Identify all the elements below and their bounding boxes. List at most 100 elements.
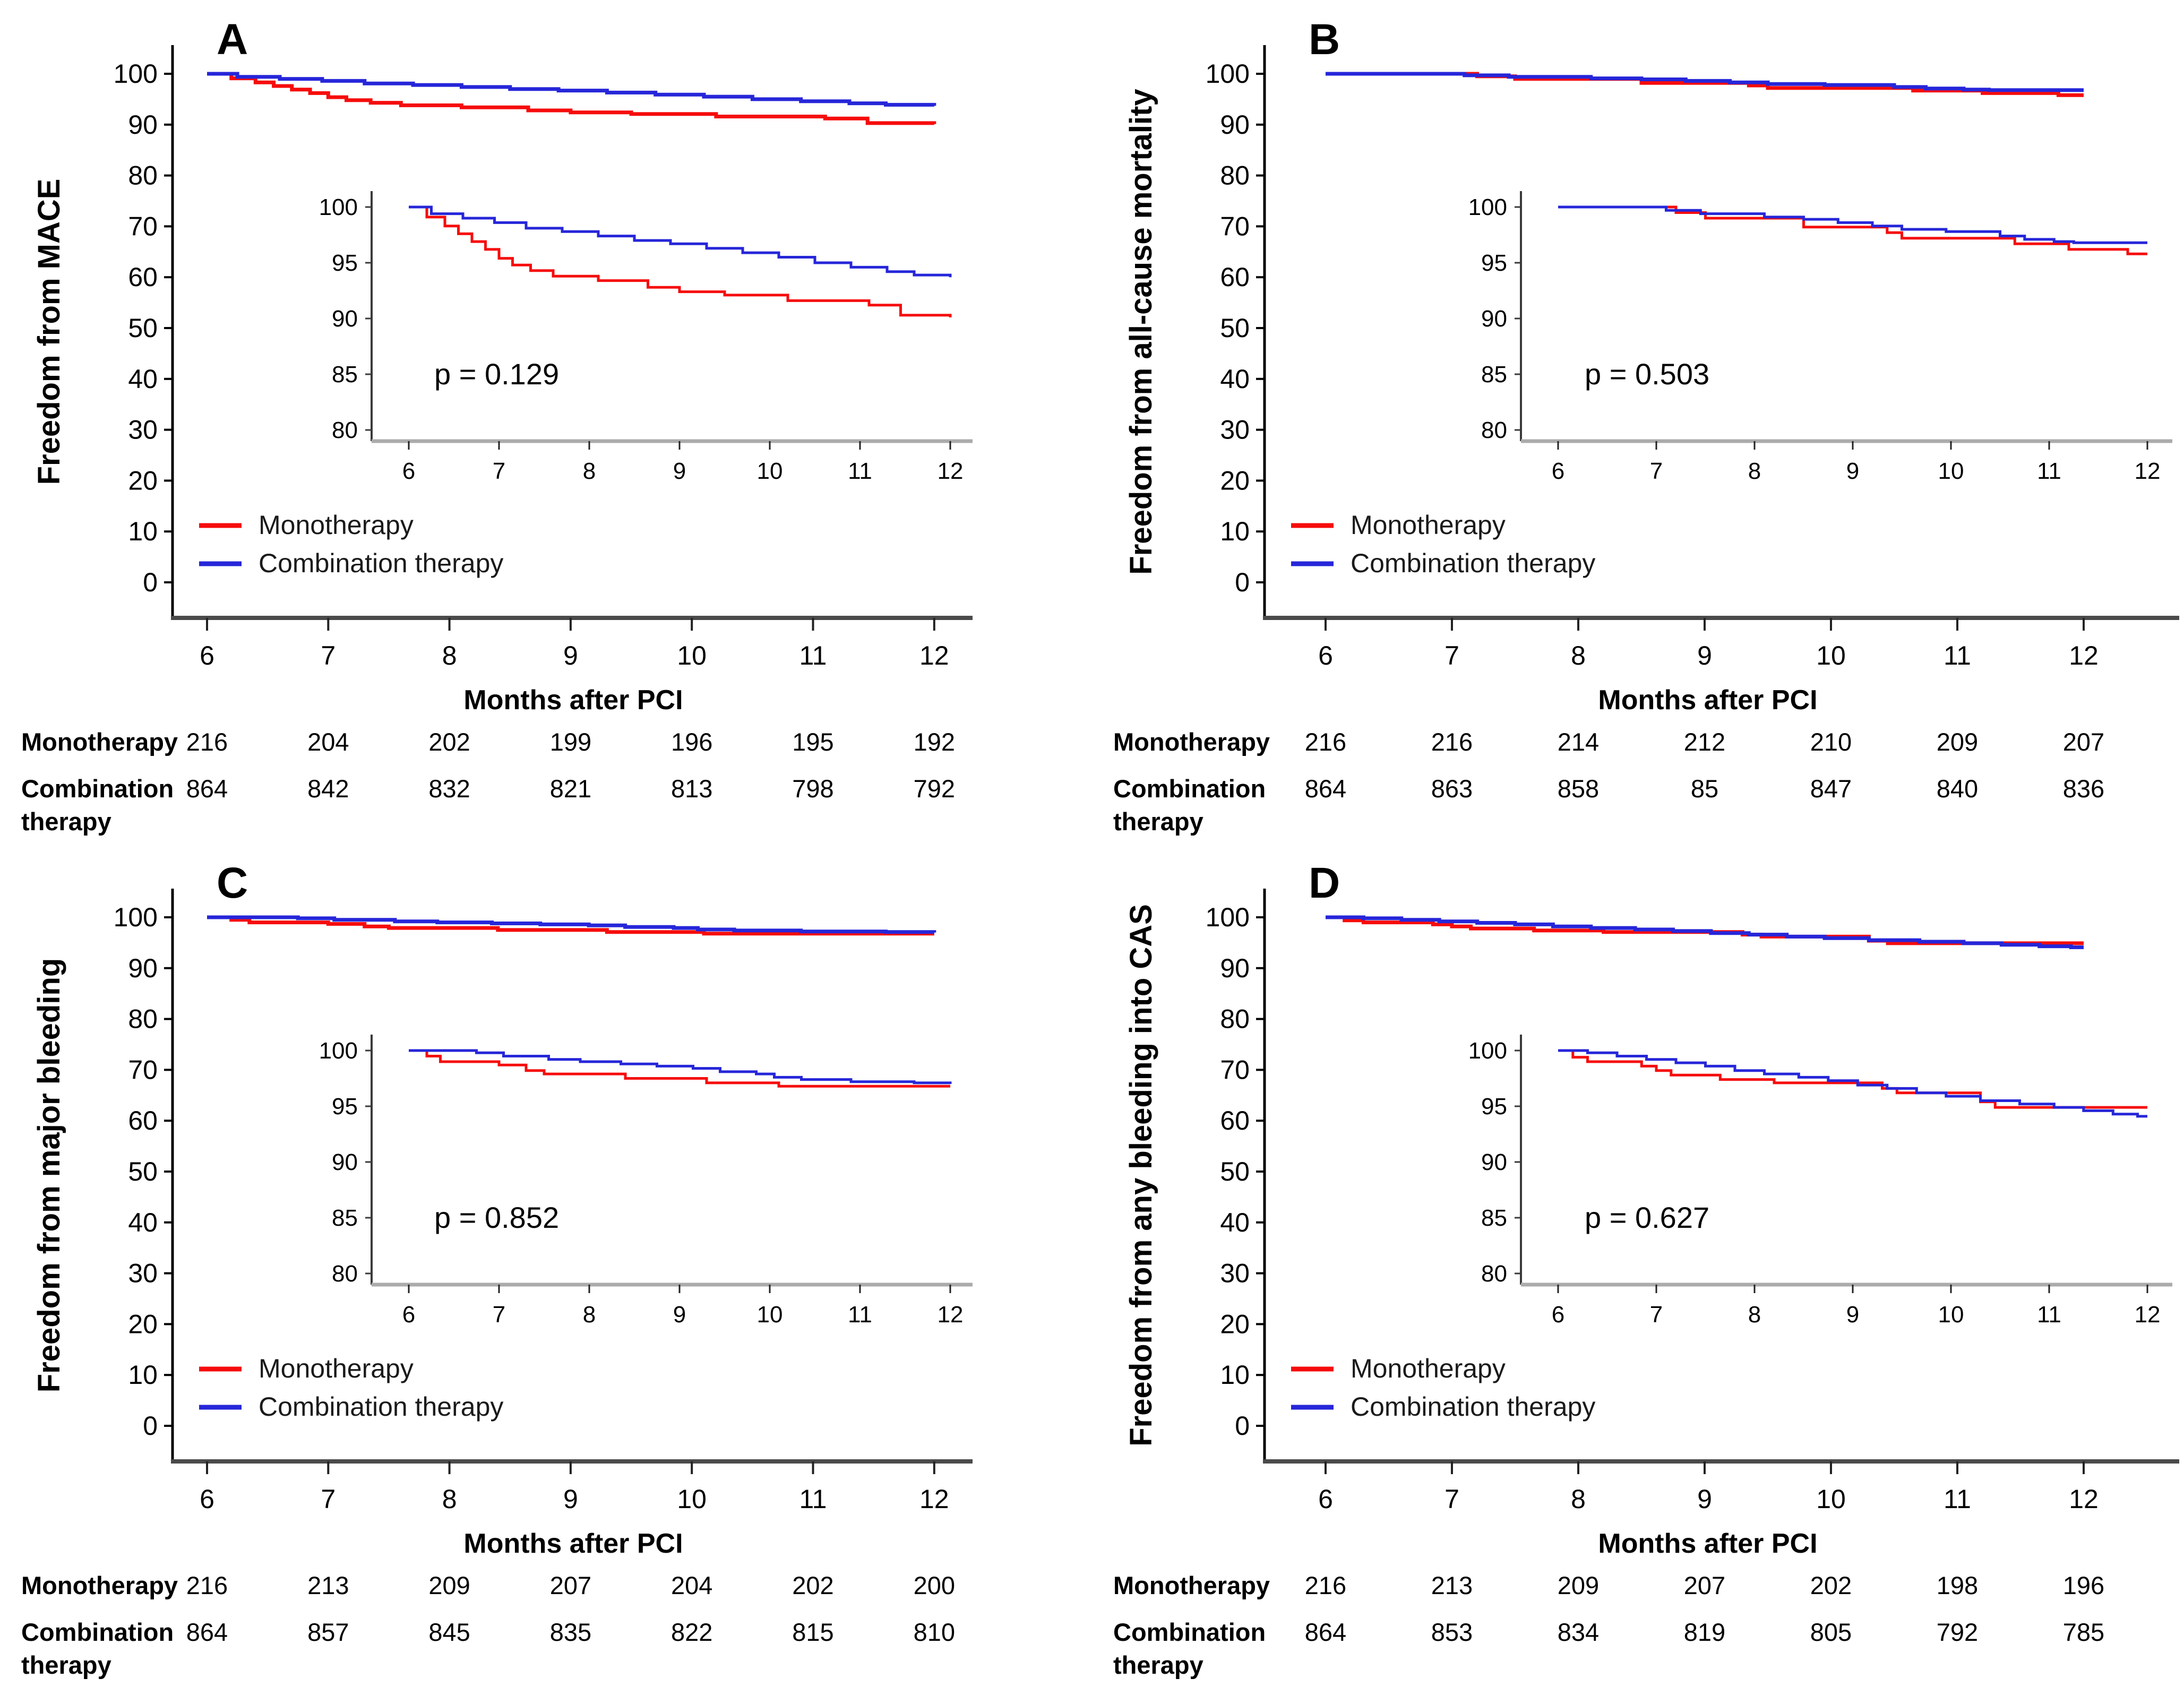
x-tick-label: 11 [799, 1484, 827, 1514]
y-tick-label: 0 [1235, 1411, 1250, 1441]
risk-value: 199 [550, 728, 591, 756]
risk-value: 792 [1937, 1618, 1978, 1646]
y-tick-label: 70 [128, 211, 158, 241]
risk-row-label: therapy [21, 807, 111, 836]
inset-y-tick-label: 95 [332, 250, 358, 276]
risk-value: 202 [1810, 1571, 1852, 1599]
panel-a: A 100 90 80 70 60 50 40 30 20 10 0 Freedom from MACE… [0, 0, 1092, 844]
risk-value: 864 [1305, 774, 1346, 803]
x-tick-label: 10 [677, 641, 707, 670]
risk-value: 214 [1558, 728, 1599, 756]
inset-y-tick-label: 80 [332, 1261, 358, 1287]
inset-y-tick-label: 95 [1481, 1094, 1507, 1120]
legend-label: Monotherapy [1351, 1354, 1506, 1383]
risk-value: 842 [307, 774, 349, 803]
risk-value: 792 [914, 774, 955, 803]
risk-value: 834 [1558, 1618, 1599, 1646]
risk-value: 200 [914, 1571, 955, 1599]
x-tick-label: 12 [919, 641, 949, 670]
y-tick-label: 80 [1220, 1004, 1250, 1034]
risk-value: 207 [2063, 728, 2104, 756]
y-tick-label: 90 [1220, 953, 1250, 983]
panel-letter: D [1309, 859, 1340, 907]
inset-x-tick-label: 12 [2135, 1302, 2161, 1328]
risk-value: 216 [1431, 728, 1473, 756]
risk-value: 85 [1691, 774, 1718, 803]
risk-row-label: Monotherapy [1113, 1571, 1270, 1599]
inset-x-tick-label: 12 [938, 458, 964, 484]
x-tick-label: 12 [2069, 1484, 2099, 1514]
risk-value: 198 [1937, 1571, 1978, 1599]
y-tick-label: 10 [128, 1360, 158, 1390]
risk-value: 858 [1558, 774, 1599, 803]
inset-y-tick-label: 95 [332, 1094, 358, 1120]
inset-x-tick-label: 7 [1650, 1302, 1663, 1328]
y-tick-label: 90 [1220, 110, 1250, 140]
p-value-text: p = 0.627 [1585, 1201, 1709, 1234]
x-axis-title: Months after PCI [463, 685, 683, 716]
x-tick-label: 6 [200, 1484, 214, 1514]
x-tick-label: 7 [1444, 1484, 1459, 1514]
risk-row-label: Combination [1113, 1618, 1266, 1646]
km-curve-combination [207, 915, 936, 934]
risk-value: 209 [1558, 1571, 1599, 1599]
y-tick-label: 20 [128, 466, 158, 495]
p-value-text: p = 0.129 [434, 357, 559, 391]
y-tick-label: 20 [128, 1309, 158, 1339]
risk-value: 853 [1431, 1618, 1473, 1646]
x-tick-label: 6 [1318, 641, 1333, 670]
x-tick-label: 9 [1697, 641, 1712, 670]
inset-y-tick-label: 80 [1481, 417, 1507, 443]
risk-row-label: Monotherapy [21, 728, 178, 756]
inset-y-tick-label: 85 [332, 362, 358, 388]
inset-x-tick-label: 10 [1938, 1302, 1964, 1328]
risk-value: 202 [792, 1571, 833, 1599]
x-tick-label: 6 [1318, 1484, 1333, 1514]
x-tick-label: 10 [1816, 1484, 1846, 1514]
inset-background [372, 191, 973, 441]
inset-y-tick-label: 90 [1481, 306, 1507, 332]
inset-background [372, 1035, 973, 1285]
risk-value: 857 [307, 1618, 349, 1646]
y-tick-label: 0 [1235, 567, 1250, 597]
panel-d: D 100 90 80 70 60 50 40 30 20 10 0 Freedom from any … [1092, 844, 2184, 1687]
inset-x-tick-label: 9 [673, 1302, 686, 1328]
inset-x-tick-label: 9 [1846, 458, 1859, 484]
inset-y-tick-label: 100 [1468, 194, 1507, 220]
risk-value: 864 [186, 774, 228, 803]
y-tick-label: 30 [128, 415, 158, 445]
inset-km-curve-combination [1558, 1049, 2147, 1118]
x-tick-label: 9 [563, 641, 578, 670]
y-tick-label: 60 [1220, 1106, 1250, 1135]
risk-row-label: Monotherapy [1113, 728, 1270, 756]
x-tick-label: 10 [1816, 641, 1846, 670]
panel-letter: A [217, 15, 248, 64]
risk-row-label: therapy [1113, 1651, 1203, 1679]
x-tick-label: 11 [1944, 1484, 1971, 1514]
inset-x-tick-label: 7 [493, 458, 505, 484]
inset-x-tick-label: 8 [1748, 1302, 1761, 1328]
inset-km-curve-combination [409, 1049, 952, 1084]
inset-x-tick-label: 8 [1748, 458, 1761, 484]
inset-y-tick-label: 85 [332, 1205, 358, 1231]
x-tick-label: 12 [919, 1484, 949, 1514]
risk-row-label: Monotherapy [21, 1571, 178, 1599]
y-tick-label: 40 [1220, 364, 1250, 394]
y-tick-label: 0 [143, 1411, 158, 1441]
risk-value: 836 [2063, 774, 2104, 803]
risk-row-label: Combination [1113, 774, 1266, 803]
y-tick-label: 60 [128, 1106, 158, 1135]
risk-row-label: Combination [21, 774, 174, 803]
y-tick-label: 70 [1220, 1055, 1250, 1084]
risk-value: 216 [1305, 1571, 1346, 1599]
x-tick-label: 11 [1944, 641, 1971, 670]
risk-value: 216 [1305, 728, 1346, 756]
x-tick-label: 7 [321, 1484, 336, 1514]
inset-x-tick-label: 7 [493, 1302, 505, 1328]
inset-x-tick-label: 11 [848, 1302, 872, 1328]
y-tick-label: 10 [1220, 1360, 1250, 1390]
risk-value: 209 [1937, 728, 1978, 756]
inset-x-tick-label: 7 [1650, 458, 1663, 484]
